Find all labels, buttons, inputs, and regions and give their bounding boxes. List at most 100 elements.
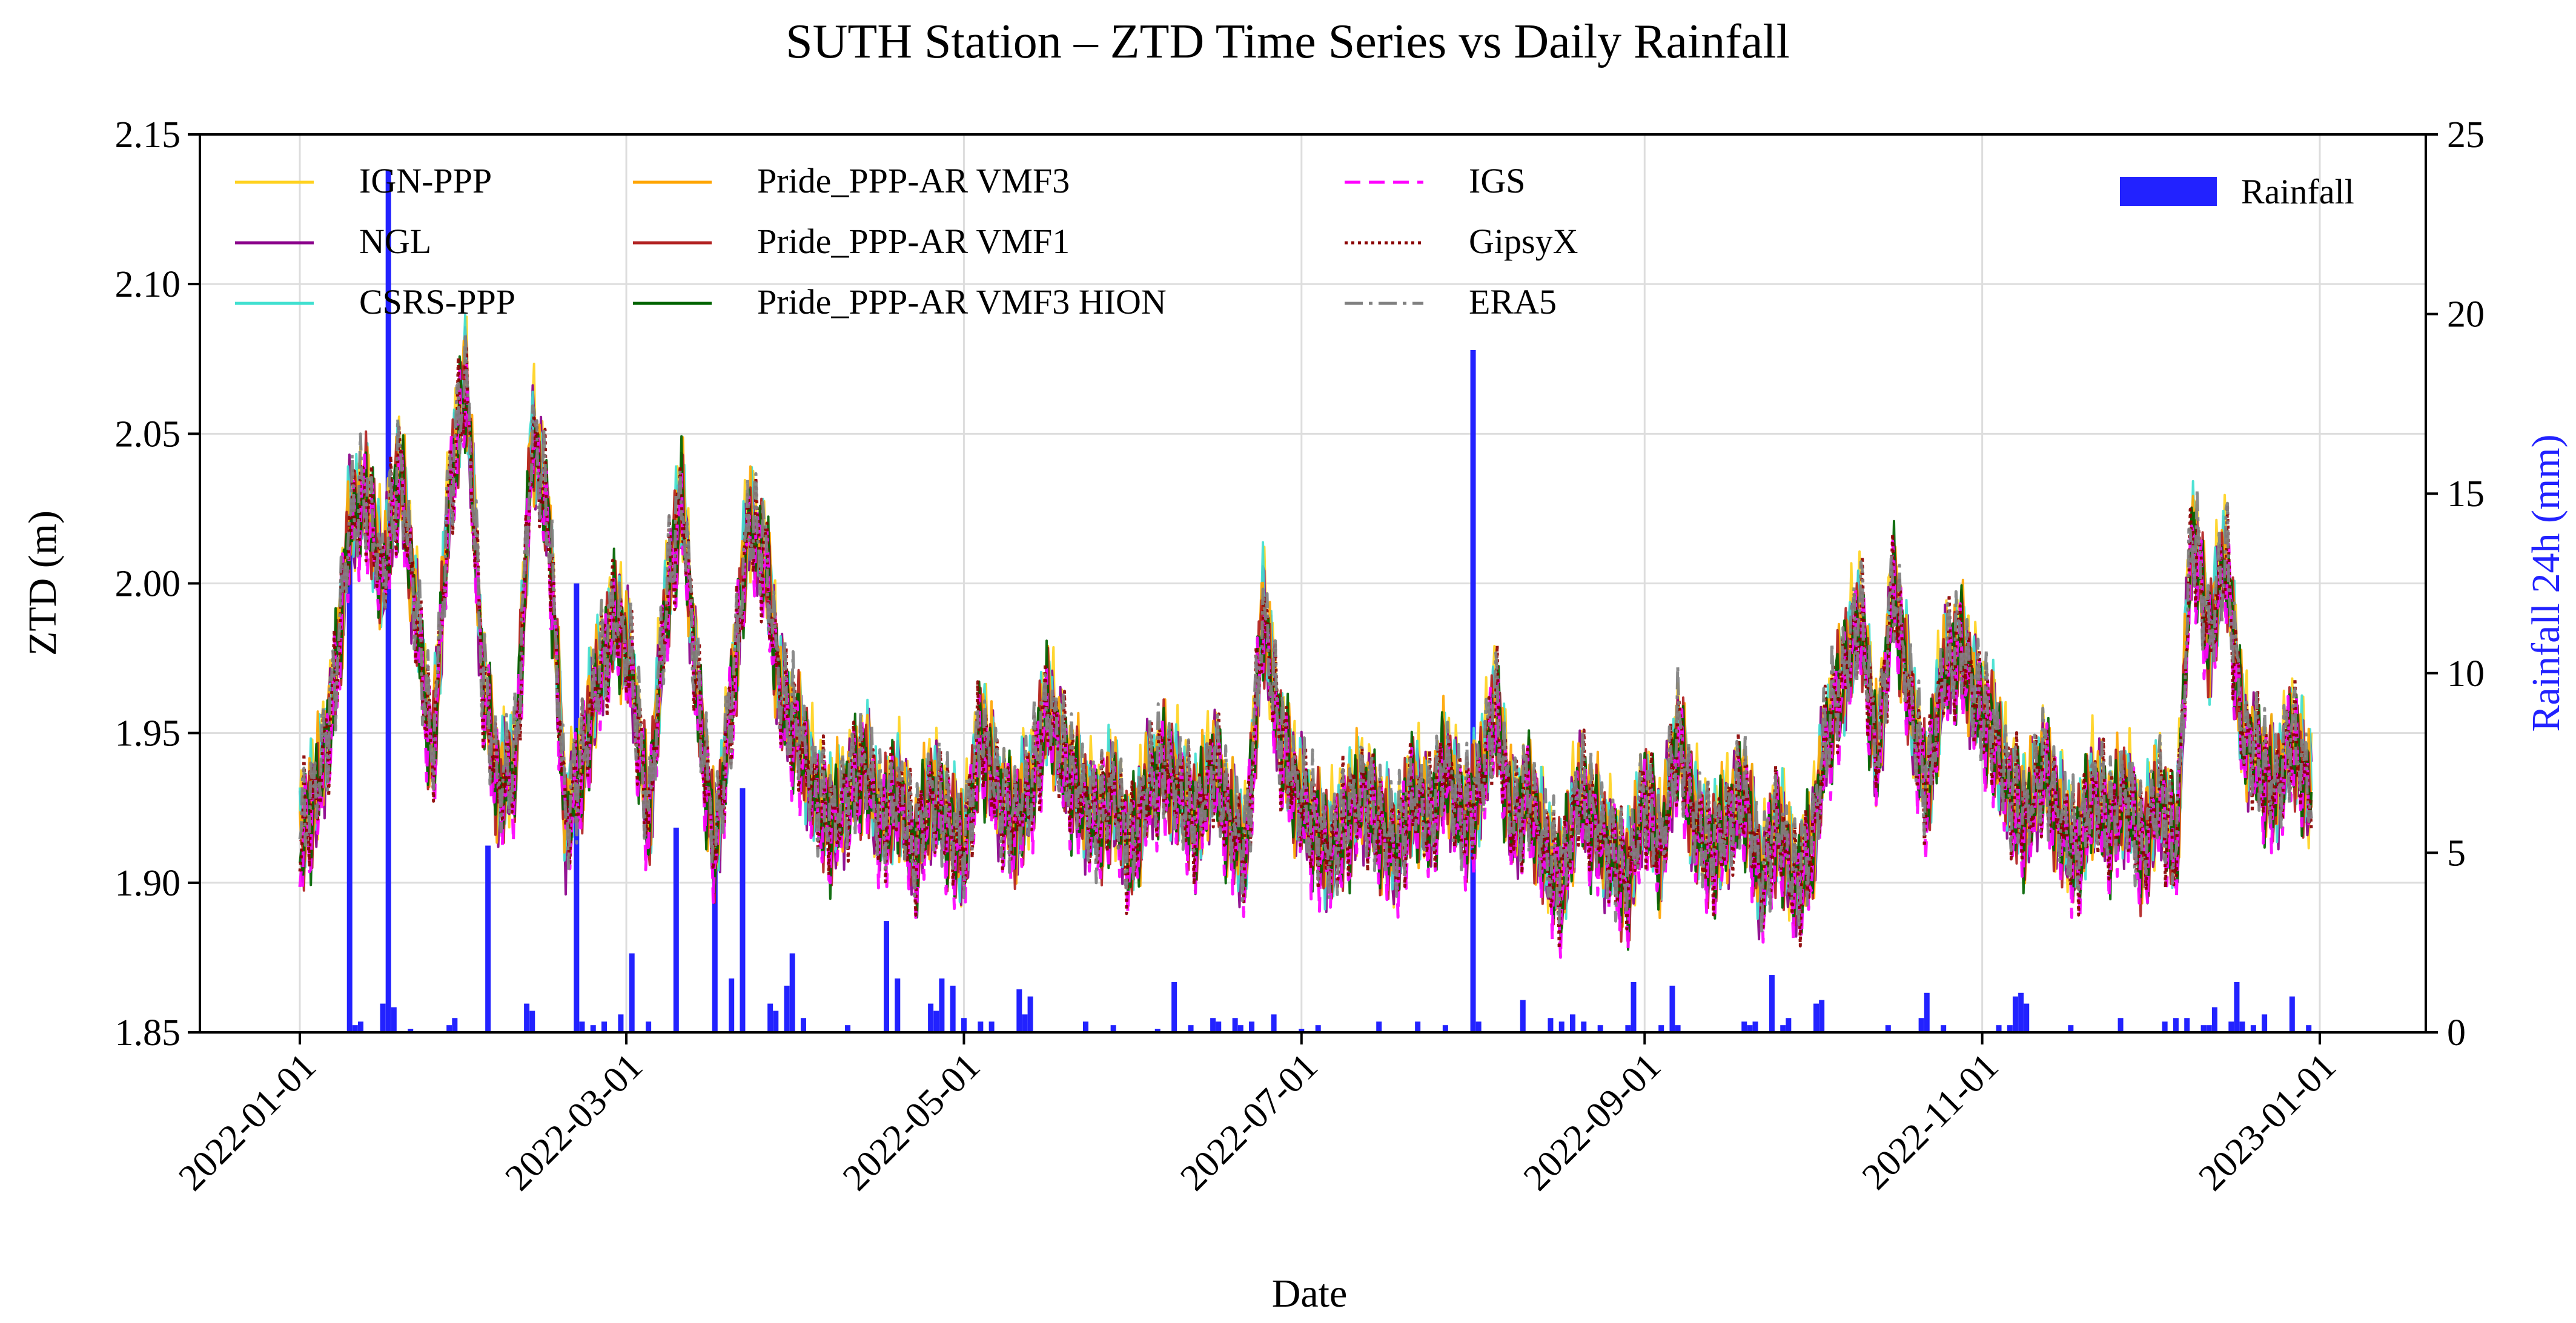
rainfall-bar [1741, 1021, 1747, 1032]
x-tick-label: 2022-03-01 [497, 1046, 651, 1199]
rainfall-bar [767, 1003, 773, 1032]
rainfall-bar [452, 1018, 458, 1032]
rainfall-bar [740, 788, 746, 1032]
rainfall-bar [1082, 1021, 1088, 1032]
rainfall-bar [2200, 1025, 2207, 1032]
rainfall-bar [1548, 1018, 1554, 1032]
rainfall-bar [928, 1003, 934, 1032]
rainfall-bar [1752, 1021, 1758, 1032]
rainfall-bar [1558, 1021, 1564, 1032]
rainfall-bar [988, 1021, 995, 1032]
rainfall-bar [978, 1021, 984, 1032]
rainfall-bar [729, 978, 735, 1032]
legend-label: NGL [359, 222, 431, 261]
x-tick-label: 2022-11-01 [1855, 1046, 2007, 1198]
x-axis-label: Date [1272, 1272, 1348, 1316]
rainfall-bar [800, 1018, 806, 1032]
legend-swatch-rainfall [2120, 177, 2217, 206]
legend-label: IGN-PPP [359, 161, 492, 200]
legend-label: Pride_PPP-AR VMF3 [757, 161, 1070, 200]
rainfall-bar [1470, 349, 1476, 1033]
rainfall-bar [789, 953, 795, 1032]
rainfall-bar [1941, 1025, 1947, 1032]
rainfall-bar [2211, 1007, 2217, 1032]
rainfall-bar [712, 834, 718, 1032]
ztd-series-lines [298, 314, 2313, 959]
rainfall-bar [1475, 1021, 1482, 1032]
rainfall-bar [1210, 1018, 1216, 1032]
y-axis-right: 0 5 10 15 20 25 [2426, 114, 2485, 1054]
rainfall-bar [1520, 1000, 1526, 1032]
rainfall-bar [1271, 1014, 1277, 1032]
rainfall-bar [673, 827, 679, 1032]
rainfall-bar [408, 1029, 414, 1032]
rainfall-bar [2162, 1021, 2168, 1032]
rainfall-bar [2173, 1018, 2179, 1032]
rainfall-bar [446, 1025, 452, 1032]
rainfall-bar [2007, 1025, 2013, 1032]
rainfall-bar [1249, 1021, 1255, 1032]
rainfall-bar [2239, 1021, 2245, 1032]
rainfall-bar [1442, 1025, 1448, 1032]
rainfall-bar [1016, 989, 1022, 1032]
rainfall-bar [590, 1025, 596, 1032]
rainfall-bar [1315, 1025, 1321, 1032]
rainfall-bar [385, 170, 391, 1032]
rainfall-bar [2262, 1014, 2268, 1032]
rainfall-bar [1819, 1000, 1825, 1032]
rainfall-bar [2018, 992, 2024, 1032]
legend-label: IGS [1469, 161, 1525, 200]
x-tick-label: 2022-01-01 [171, 1046, 324, 1199]
rainfall-bar [1675, 1025, 1681, 1032]
x-tick-label: 2023-01-01 [2191, 1046, 2344, 1199]
y-axis-label: ZTD (m) [21, 510, 65, 656]
rainfall-bar [1232, 1018, 1238, 1032]
rainfall-bar [2184, 1018, 2190, 1032]
rainfall-bar [1027, 996, 1033, 1032]
x-tick-label: 2022-09-01 [1516, 1046, 1669, 1199]
rainfall-bar [618, 1014, 624, 1032]
rainfall-bar [2306, 1025, 2312, 1032]
rainfall-bar [2234, 982, 2240, 1032]
y2-tick-label: 25 [2447, 114, 2485, 156]
rainfall-bar [1154, 1029, 1161, 1032]
y2-tick-label: 0 [2447, 1012, 2466, 1054]
rainfall-bar [2206, 1025, 2212, 1032]
rainfall-bar [2012, 996, 2018, 1032]
y-axis-left: 1.85 1.90 1.95 2.00 2.05 2.10 2.15 [115, 114, 200, 1054]
rainfall-bar [1171, 982, 1177, 1032]
rainfall-bar [2250, 1025, 2256, 1032]
series-line-era5 [298, 331, 2313, 936]
y-tick-label: 1.90 [115, 863, 181, 904]
rainfall-bar [1747, 1025, 1753, 1032]
rainfall-bar [1299, 1029, 1305, 1032]
rainfall-bar [1216, 1021, 1222, 1032]
rainfall-bar [784, 985, 790, 1032]
rainfall-bar [601, 1021, 608, 1032]
rainfall-bar [1415, 1021, 1421, 1032]
y2-tick-label: 20 [2447, 294, 2485, 335]
rainfall-bar [961, 1018, 967, 1032]
rainfall-bar [346, 529, 353, 1032]
series-line-gipsyx [298, 347, 2313, 951]
y2-tick-label: 15 [2447, 473, 2485, 515]
rainfall-bar [884, 921, 890, 1032]
rainfall-bar [1022, 1014, 1028, 1032]
rainfall-bar [1570, 1014, 1576, 1032]
rainfall-bar [646, 1021, 652, 1032]
rainfall-bar [1625, 1025, 1631, 1032]
chart-title: SUTH Station – ZTD Time Series vs Daily … [786, 15, 1790, 68]
y2-axis-label: Rainfall 24h (mm) [2524, 434, 2568, 731]
legend-label: Pride_PPP-AR VMF1 [757, 222, 1070, 261]
rainfall-bar [1669, 985, 1675, 1032]
rainfall-bar [1813, 1003, 1819, 1032]
rainfall-bar [845, 1025, 851, 1032]
legend-label: Pride_PPP-AR VMF3 HION [757, 282, 1167, 322]
rainfall-bar [485, 845, 491, 1032]
rainfall-bar [1924, 992, 1930, 1032]
rainfall-bar [1631, 982, 1637, 1032]
rainfall-bar [1918, 1018, 1924, 1032]
legend-label: ERA5 [1469, 282, 1557, 322]
rainfall-bar [939, 978, 945, 1032]
rainfall-bar [1597, 1025, 1603, 1032]
